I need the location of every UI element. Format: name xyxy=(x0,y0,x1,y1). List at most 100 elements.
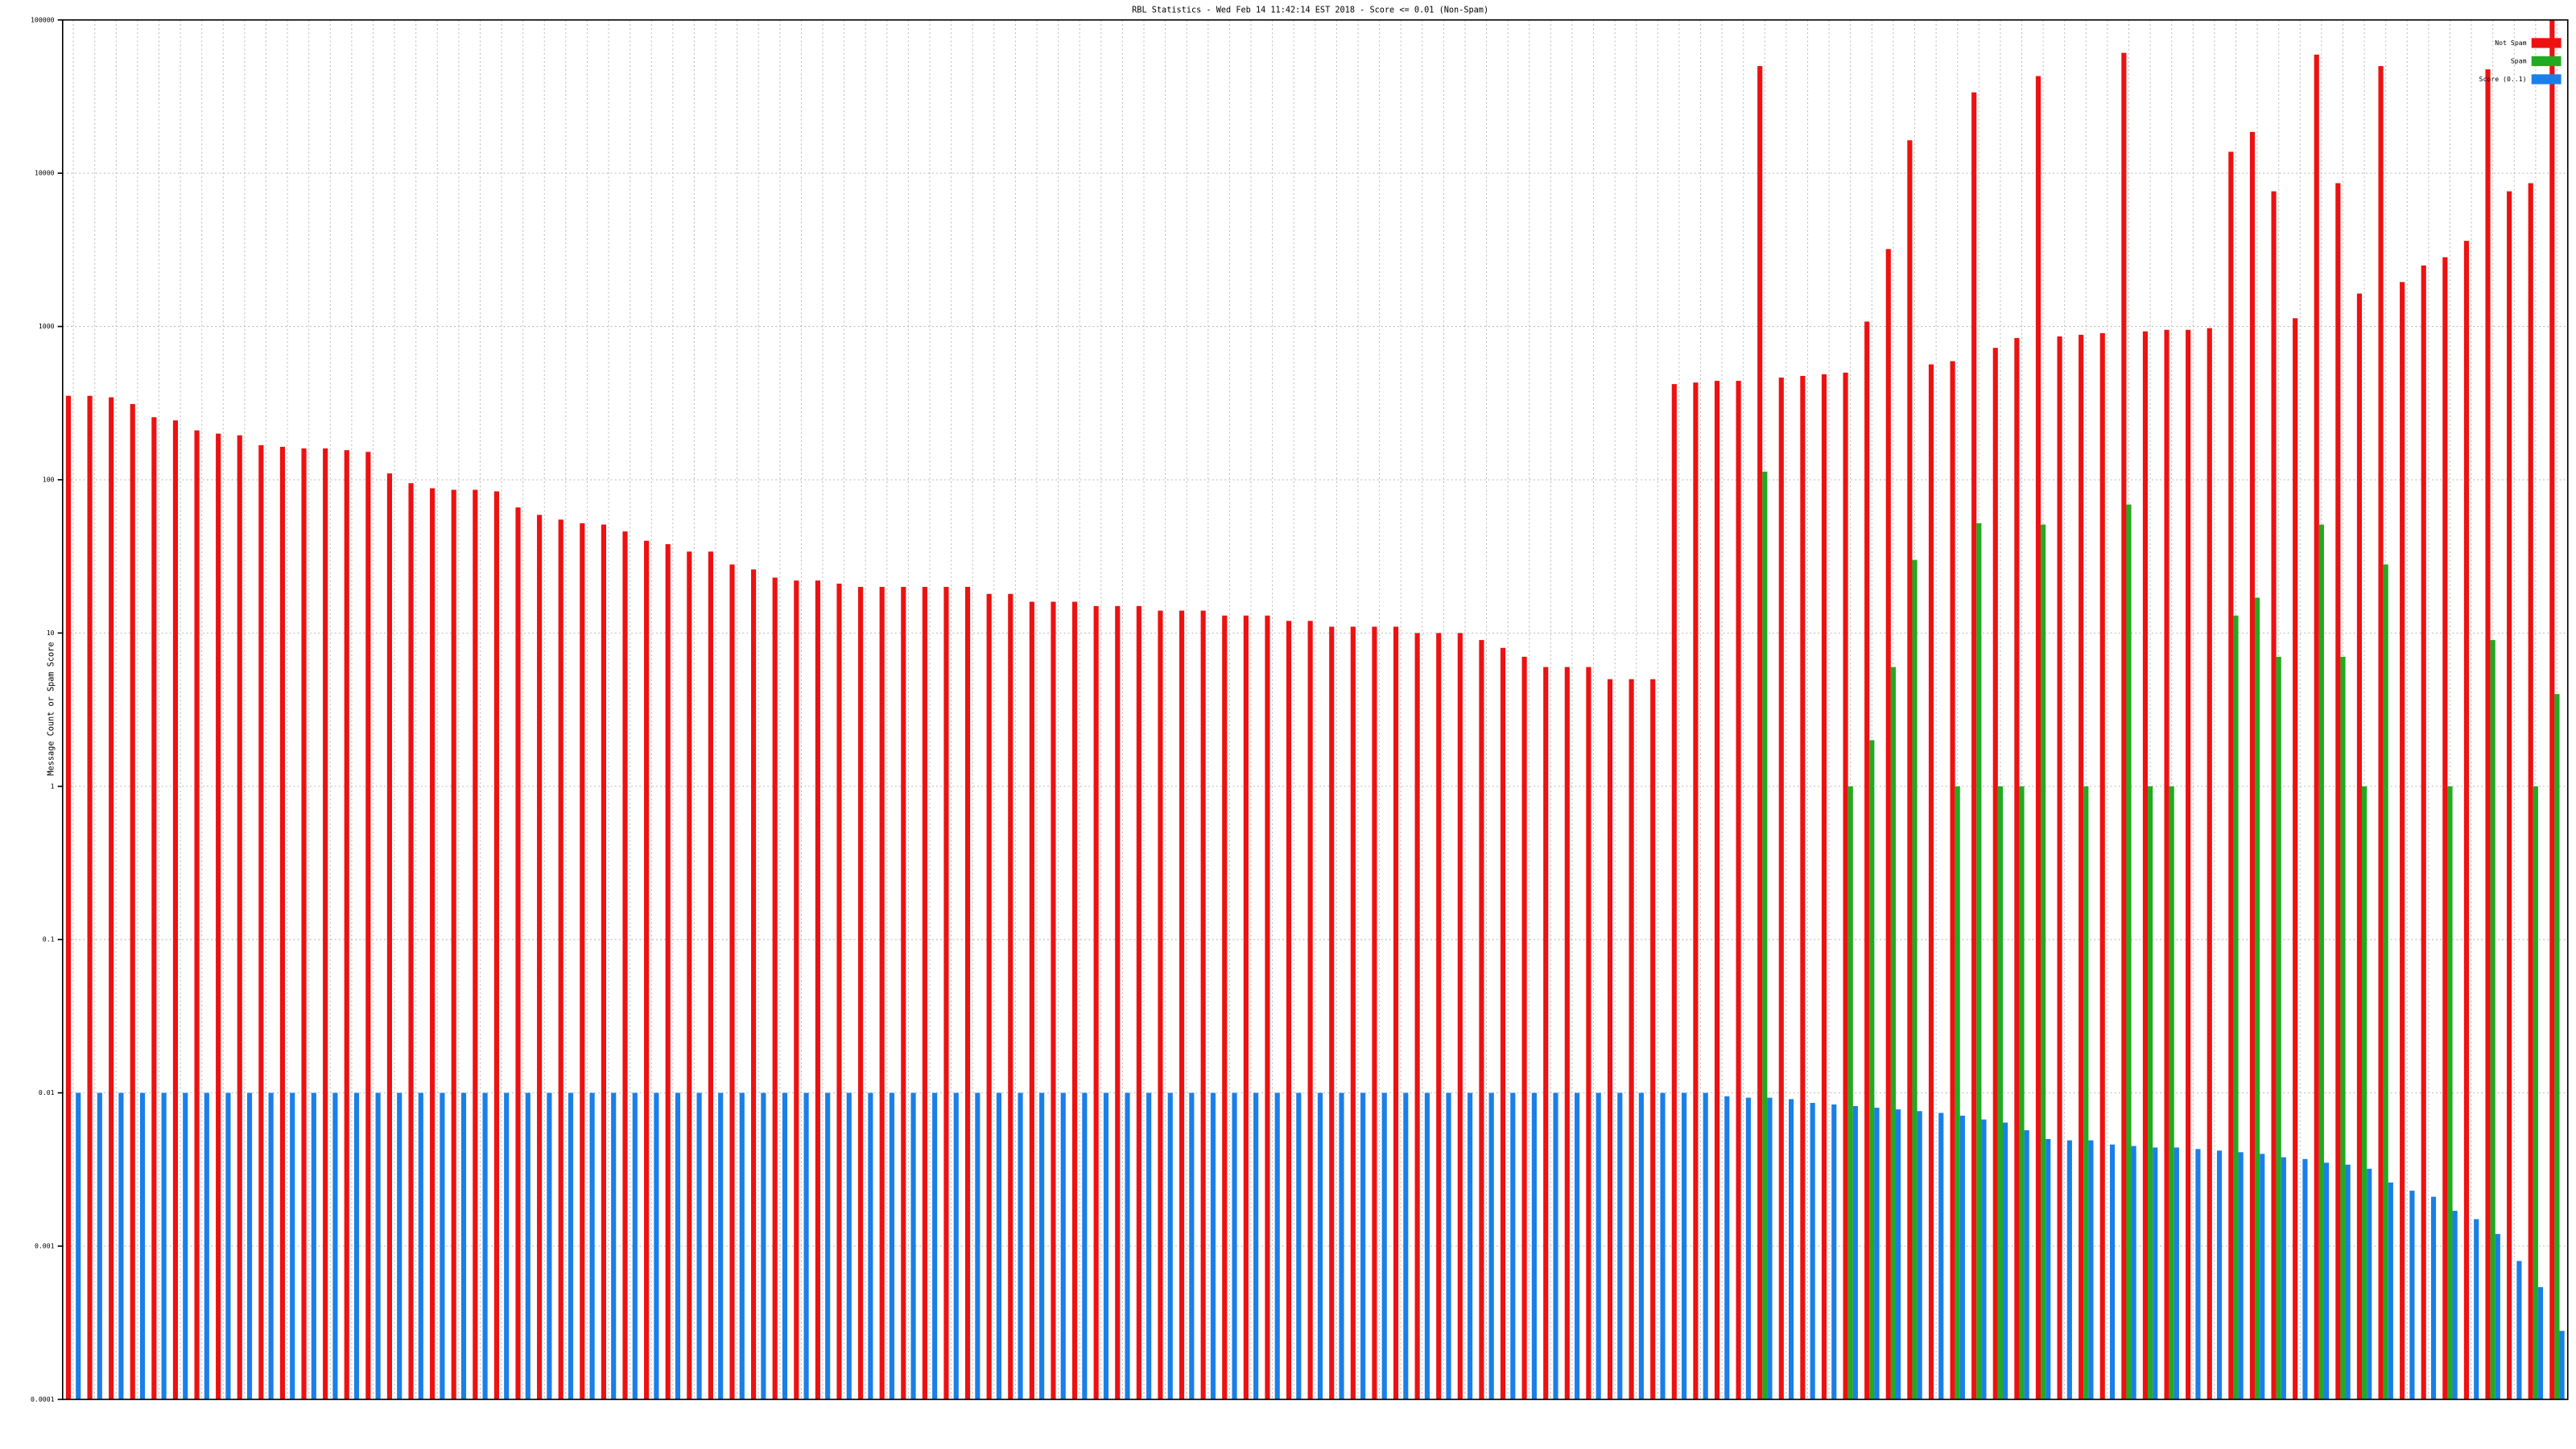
bar xyxy=(1575,1092,1580,1400)
bar xyxy=(1329,626,1335,1400)
bar xyxy=(2409,1191,2415,1400)
bar xyxy=(76,1092,81,1400)
y-tick-label: 100000 xyxy=(31,15,55,23)
bar xyxy=(2356,293,2363,1400)
bar xyxy=(2131,1146,2136,1400)
bar xyxy=(1650,679,1656,1400)
bar xyxy=(1874,1108,1880,1400)
bar xyxy=(943,587,949,1400)
bar xyxy=(1488,1092,1494,1400)
bar xyxy=(1082,1092,1088,1400)
bar xyxy=(975,1092,980,1400)
y-tick-label: 100 xyxy=(43,475,55,483)
bar xyxy=(2318,524,2324,1400)
bar xyxy=(1531,1092,1537,1400)
bar xyxy=(1762,471,1768,1400)
bar xyxy=(2041,524,2046,1400)
bar xyxy=(1414,633,1420,1400)
bar xyxy=(1232,1092,1237,1400)
bar xyxy=(1638,1092,1644,1400)
bar xyxy=(1360,1092,1366,1400)
bar xyxy=(323,448,328,1400)
legend-label: Spam xyxy=(2511,56,2527,64)
bar xyxy=(2249,131,2256,1400)
bar xyxy=(515,507,521,1400)
y-tick-label: 10000 xyxy=(35,169,55,177)
y-tick-label: 0.01 xyxy=(39,1088,55,1096)
bar xyxy=(696,1092,702,1400)
bar xyxy=(365,452,371,1400)
bar xyxy=(1200,610,1206,1400)
bar xyxy=(1736,381,1741,1400)
bar xyxy=(2002,1122,2008,1400)
bar xyxy=(1955,786,1960,1400)
bar xyxy=(836,584,842,1400)
bar xyxy=(547,1092,552,1400)
bar xyxy=(225,1092,231,1400)
bar xyxy=(258,445,264,1400)
y-tick-label: 10 xyxy=(47,629,55,637)
bar xyxy=(451,489,456,1400)
bar xyxy=(460,1092,467,1400)
bar xyxy=(246,1092,253,1400)
bar xyxy=(504,1092,510,1400)
bar xyxy=(1682,1092,1687,1400)
bar xyxy=(1125,1092,1130,1400)
bar xyxy=(761,1092,766,1400)
bar xyxy=(1831,1104,1837,1400)
bar xyxy=(1274,1092,1280,1400)
bar xyxy=(301,448,307,1400)
bar xyxy=(493,491,499,1400)
bar xyxy=(2174,1147,2179,1400)
bar xyxy=(1895,1109,1901,1400)
bar xyxy=(1136,605,1141,1400)
bar xyxy=(2046,1138,2051,1400)
bar xyxy=(482,1092,488,1400)
bar xyxy=(1457,633,1463,1400)
bar xyxy=(2314,54,2319,1400)
legend-swatch xyxy=(2531,56,2562,67)
bar xyxy=(654,1092,659,1400)
bar xyxy=(986,593,992,1400)
bar xyxy=(139,1092,146,1400)
bar xyxy=(2345,1164,2351,1400)
bar xyxy=(430,488,436,1400)
bar xyxy=(1393,626,1399,1400)
bar xyxy=(965,587,971,1400)
bar xyxy=(1885,249,1891,1400)
bar xyxy=(1971,92,1977,1400)
bar xyxy=(290,1092,295,1400)
bar xyxy=(2169,786,2174,1400)
bar xyxy=(953,1092,959,1400)
bar xyxy=(2528,183,2533,1400)
bar xyxy=(109,397,114,1400)
bar xyxy=(1543,667,1549,1400)
bar xyxy=(161,1092,167,1400)
bar xyxy=(751,569,757,1400)
bar xyxy=(1381,1092,1387,1400)
bar xyxy=(97,1092,102,1400)
bar xyxy=(2066,1140,2072,1400)
bar xyxy=(2490,640,2496,1400)
bar xyxy=(601,524,606,1400)
bar xyxy=(2463,241,2470,1400)
bar xyxy=(1890,667,1896,1400)
bar xyxy=(2533,786,2538,1400)
bar xyxy=(2447,786,2453,1400)
bar xyxy=(525,1092,530,1400)
bar xyxy=(183,1092,188,1400)
bar xyxy=(2014,337,2020,1400)
bar xyxy=(473,489,478,1400)
bar xyxy=(1992,348,1998,1400)
bar xyxy=(1436,633,1442,1400)
bar xyxy=(87,395,93,1400)
bar xyxy=(1800,375,1806,1400)
bar xyxy=(1060,1092,1066,1400)
bar xyxy=(1912,559,1918,1400)
bar xyxy=(1265,615,1270,1400)
bar xyxy=(1976,523,1982,1400)
bar xyxy=(2378,66,2384,1400)
bar xyxy=(1500,647,1506,1400)
bar xyxy=(2559,1331,2565,1400)
bar xyxy=(1018,1092,1023,1400)
